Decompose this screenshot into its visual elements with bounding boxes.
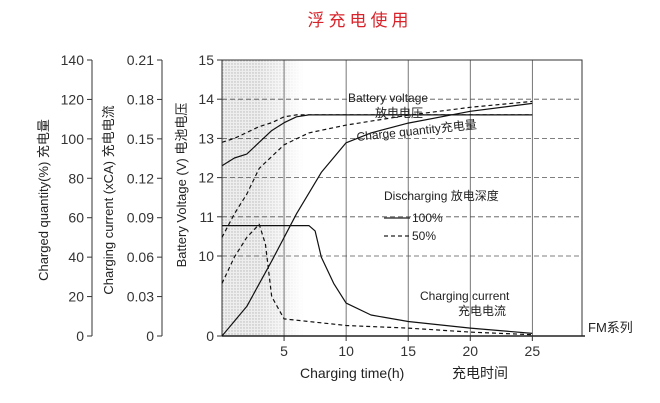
y-tick-label-current: 0.15 — [127, 131, 154, 147]
y-tick-label-voltage: 15 — [198, 52, 214, 68]
y-label-voltage: Battery Voltage (V) 电池电压 — [174, 103, 189, 268]
y-tick-label-quantity: 120 — [61, 91, 85, 107]
y-label-current: Charging current (xCA) 充电电流 — [101, 105, 116, 294]
y-label-quantity: Charged quantity(%) 充电量 — [36, 119, 51, 281]
y-tick-label-current: 0.21 — [127, 52, 154, 68]
series-line-1 — [221, 114, 533, 143]
y-tick-label-current: 0.18 — [127, 91, 154, 107]
y-tick-label-quantity: 20 — [68, 289, 84, 305]
chart-title: 浮充电使用 — [308, 10, 413, 31]
data-series — [221, 100, 533, 337]
annotation-discharging: Discharging 放电深度 — [384, 188, 499, 203]
x-tick-label: 5 — [280, 343, 288, 359]
annotation-battery-voltage: Battery voltage — [348, 91, 428, 105]
y-tick-label-quantity: 100 — [61, 131, 85, 147]
plot-area — [222, 60, 303, 336]
y-tick-label-quantity: 0 — [76, 328, 84, 344]
series-line-4 — [222, 225, 533, 334]
y-tick-label-voltage: 0 — [206, 328, 214, 344]
series-line-3 — [221, 100, 533, 238]
y-tick-label-voltage: 14 — [198, 91, 214, 107]
annotation-charging-current-cn: 充电电流 — [458, 303, 506, 318]
y-tick-label-current: 0 — [146, 328, 154, 344]
series-line-0 — [221, 114, 533, 167]
x-tick-label: 10 — [338, 343, 354, 359]
x-tick-label: 20 — [462, 343, 478, 359]
x-axis-label: Charging time(h) — [300, 365, 404, 381]
annotation-charging-current: Charging current — [420, 289, 510, 303]
axes — [87, 59, 585, 341]
y-tick-label-quantity: 140 — [61, 52, 85, 68]
y-tick-label-current: 0.09 — [127, 210, 154, 226]
y-tick-label-quantity: 60 — [68, 210, 84, 226]
legend-100: 100% — [412, 211, 443, 225]
y-tick-label-voltage: 11 — [199, 209, 214, 225]
series-line-5 — [221, 223, 533, 336]
annotation-battery-voltage-cn: 放电电压 — [375, 105, 423, 120]
x-axis-label-cn: 充电时间 — [452, 365, 508, 381]
series-label-fm: FM系列 — [588, 320, 633, 335]
y-tick-label-voltage: 10 — [198, 248, 214, 264]
y-tick-label-voltage: 12 — [198, 170, 214, 186]
grid-lines — [222, 60, 582, 336]
y-tick-label-current: 0.12 — [127, 170, 154, 186]
y-tick-label-current: 0.06 — [127, 249, 154, 265]
y-tick-label-voltage: 13 — [198, 130, 214, 146]
y-tick-label-quantity: 40 — [68, 249, 84, 265]
y-tick-label-current: 0.03 — [127, 289, 154, 305]
tick-labels: 1401201008060402000.210.180.150.120.090.… — [61, 52, 541, 359]
series-line-2 — [221, 102, 533, 337]
x-tick-label: 25 — [525, 343, 541, 359]
shaded-fade — [259, 60, 303, 336]
legend-50: 50% — [412, 229, 436, 243]
y-tick-label-quantity: 80 — [68, 170, 84, 186]
x-tick-label: 15 — [400, 343, 416, 359]
